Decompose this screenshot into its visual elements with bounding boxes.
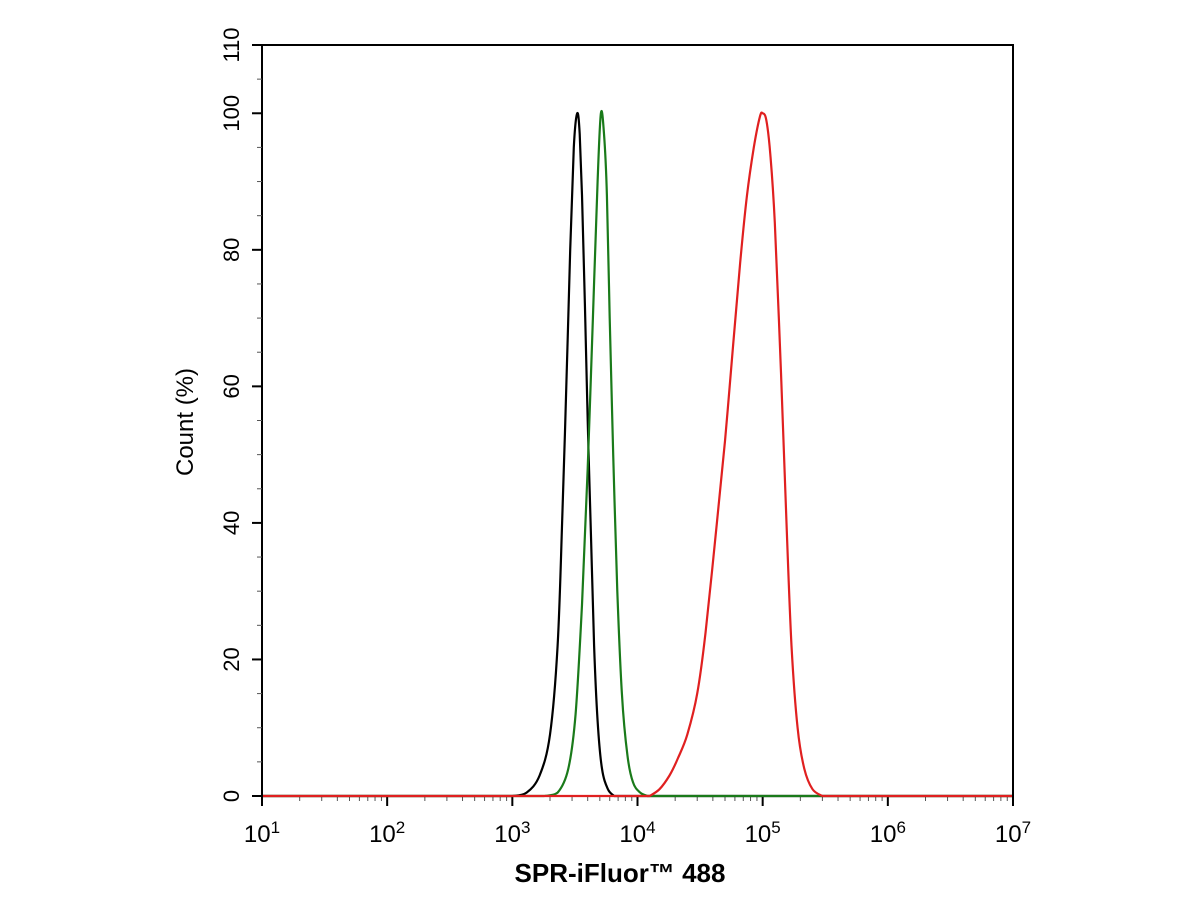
y-tick-label: 80	[219, 238, 244, 262]
x-tick-label: 107	[995, 818, 1031, 848]
major-ticks	[252, 44, 1014, 806]
y-tick-label: 0	[219, 790, 244, 802]
y-tick-label: 60	[219, 374, 244, 398]
x-tick-label: 104	[619, 818, 655, 848]
y-tick-labels: 0 20 40 60 80 100 110	[219, 27, 244, 802]
x-tick-label: 101	[244, 818, 280, 848]
series-line-2	[263, 110, 1012, 798]
x-tick-label: 103	[494, 818, 530, 848]
minor-ticks	[257, 44, 1008, 801]
y-tick-label: 110	[219, 27, 244, 62]
y-tick-label: 20	[219, 647, 244, 671]
series-layer	[263, 110, 1012, 798]
x-tick-labels: 101 102 103 104 105 106 107	[244, 818, 1031, 848]
series-line-3	[263, 111, 1012, 798]
y-axis-title: Count (%)	[172, 368, 199, 476]
y-tick-label: 100	[219, 95, 244, 132]
x-tick-label: 106	[870, 818, 906, 848]
series-line-1	[263, 111, 1012, 798]
x-tick-label: 102	[369, 818, 405, 848]
y-tick-label: 40	[219, 511, 244, 535]
x-tick-label: 105	[745, 818, 781, 848]
plot-frame	[261, 44, 1014, 797]
x-axis-title: SPR-iFluor™ 488	[515, 858, 726, 888]
